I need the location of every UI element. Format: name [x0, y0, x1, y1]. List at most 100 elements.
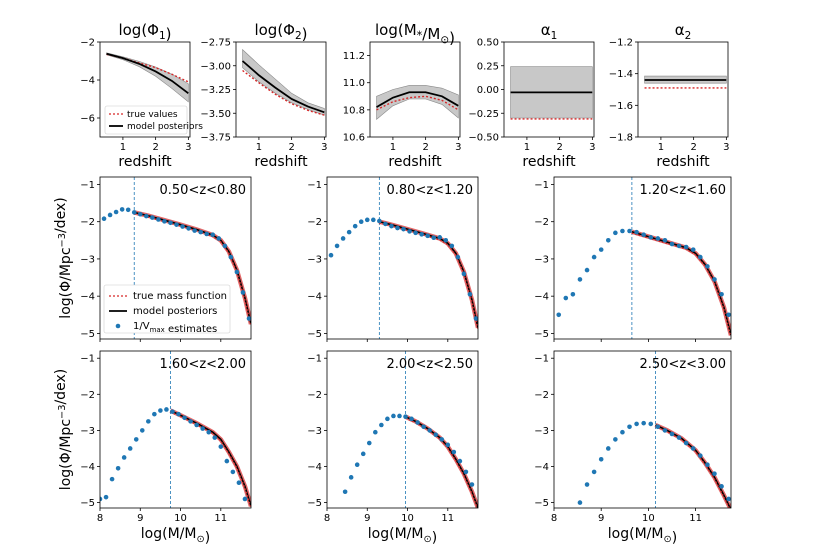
axes-frame	[637, 41, 729, 138]
y-tick-label: −4	[307, 292, 322, 303]
vmax-point	[690, 446, 696, 451]
vmax-point	[563, 295, 569, 301]
legend-true-label: true mass function	[133, 291, 227, 302]
x-tick-label: 3	[321, 142, 327, 153]
param-panel-5: 1 2 3 −1.2 −1.4 −1.6 −1.8 α2 redshift	[609, 21, 730, 170]
plot-area	[342, 351, 478, 508]
vmax-point	[584, 482, 590, 487]
mass-function-panel-3: −1 −2 −3 −4 −5 1.20<z<1.60	[534, 176, 732, 342]
axes-frame	[369, 41, 461, 138]
model-band	[404, 414, 478, 508]
vmax-point	[613, 230, 618, 236]
y-tick-label: −1	[80, 354, 95, 365]
axes-frame	[99, 176, 252, 340]
posterior-band	[242, 48, 325, 116]
axes-frame	[99, 350, 252, 509]
vmax-point	[354, 462, 360, 467]
vmax-point	[389, 223, 394, 229]
plot-area	[556, 177, 731, 339]
y-tick-label: −1	[534, 354, 549, 365]
param-panel-2: 1 2 3 −2.75 −3.00 −3.25 −3.50 −3.75 log(Φ2) redsh…	[200, 21, 327, 170]
vmax-point	[690, 247, 696, 252]
y-tick-label: 11.0	[343, 78, 365, 89]
vmax-point	[379, 422, 384, 428]
vmax-point	[194, 422, 199, 428]
vmax-point	[584, 267, 590, 273]
vmax-point	[655, 424, 661, 430]
y-tick-label: −2	[80, 217, 95, 228]
x-axis-label: redshift	[656, 154, 710, 170]
vmax-point	[577, 500, 583, 505]
redshift-bin-label: 0.80<z<1.20	[387, 183, 474, 198]
vmax-point	[463, 469, 469, 475]
vmax-point	[556, 312, 562, 318]
x-axis-label: redshift	[522, 154, 576, 170]
vmax-point	[162, 219, 167, 224]
x-tick-label: 3	[589, 142, 595, 153]
x-tick-label: 3	[185, 142, 191, 153]
x-axis-label: log(M/M⊙)	[141, 526, 210, 546]
y-tick-label: −3	[534, 254, 549, 265]
model-band	[169, 408, 251, 507]
vmax-point	[222, 243, 228, 249]
vmax-point	[101, 216, 107, 222]
y-tick-label: −2	[534, 217, 549, 228]
vmax-point	[109, 476, 115, 482]
vmax-point	[712, 277, 717, 282]
panel-title: log(Φ2)	[254, 21, 307, 43]
vmax-point	[131, 210, 137, 215]
y-tick-label: −4	[307, 462, 322, 473]
vmax-point	[212, 435, 218, 440]
model-posterior-line	[241, 60, 325, 114]
vmax-point	[360, 451, 366, 457]
true-mass-function-line	[379, 222, 478, 330]
x-tick-label: 10	[174, 513, 187, 524]
y-tick-label: −4	[80, 462, 95, 473]
vmax-point	[150, 215, 155, 220]
vmax-point	[371, 217, 376, 223]
true-mass-function-line	[170, 411, 251, 508]
y-tick-label: −4	[80, 76, 95, 87]
y-tick-label: −3.00	[200, 61, 231, 72]
plot-area	[328, 177, 478, 339]
y-tick-label: 0.50	[477, 38, 499, 49]
vmax-point	[437, 235, 443, 240]
vmax-point	[115, 465, 121, 471]
axes-frame	[326, 350, 479, 509]
vmax-point	[457, 458, 463, 464]
axes-frame	[553, 350, 732, 509]
vmax-point	[712, 471, 717, 477]
legend-model-label: model posteriors	[133, 306, 217, 317]
vmax-point	[146, 419, 151, 424]
y-tick-label: −5	[307, 329, 322, 340]
vmax-point	[156, 217, 161, 222]
y-tick-label: −1	[80, 180, 95, 191]
x-tick-label: 3	[723, 142, 729, 153]
vmax-point	[242, 496, 248, 502]
y-tick-label: −5	[307, 498, 322, 509]
y-tick-label: −3	[80, 254, 95, 265]
vmax-point	[164, 407, 169, 412]
param-panel-3: 1 2 3 11.2 11.0 10.8 10.6 log(M*/M⊙) redshift	[343, 21, 462, 170]
vmax-point	[228, 254, 234, 260]
vmax-point	[204, 231, 210, 237]
redshift-bin-label: 1.20<z<1.60	[640, 183, 727, 198]
x-tick-label: 10	[401, 513, 414, 524]
posterior-band	[106, 52, 189, 103]
vmax-point	[449, 243, 455, 249]
y-tick-label: −3.25	[200, 85, 231, 96]
plot-area	[577, 351, 731, 508]
y-tick-label: −1.4	[609, 69, 633, 80]
vmax-point	[230, 469, 236, 475]
y-tick-label: −4	[534, 462, 549, 473]
vmax-point	[669, 241, 675, 247]
vmax-point	[186, 226, 191, 231]
y-tick-label: −1.8	[609, 133, 633, 144]
vmax-point	[719, 484, 724, 489]
y-tick-label: 10.8	[343, 105, 365, 116]
y-axis-label: log(Φ/Mpc−3/dex)	[53, 369, 74, 490]
vmax-point	[176, 411, 181, 417]
vmax-point	[385, 416, 390, 422]
panel-title: α2	[675, 21, 692, 42]
